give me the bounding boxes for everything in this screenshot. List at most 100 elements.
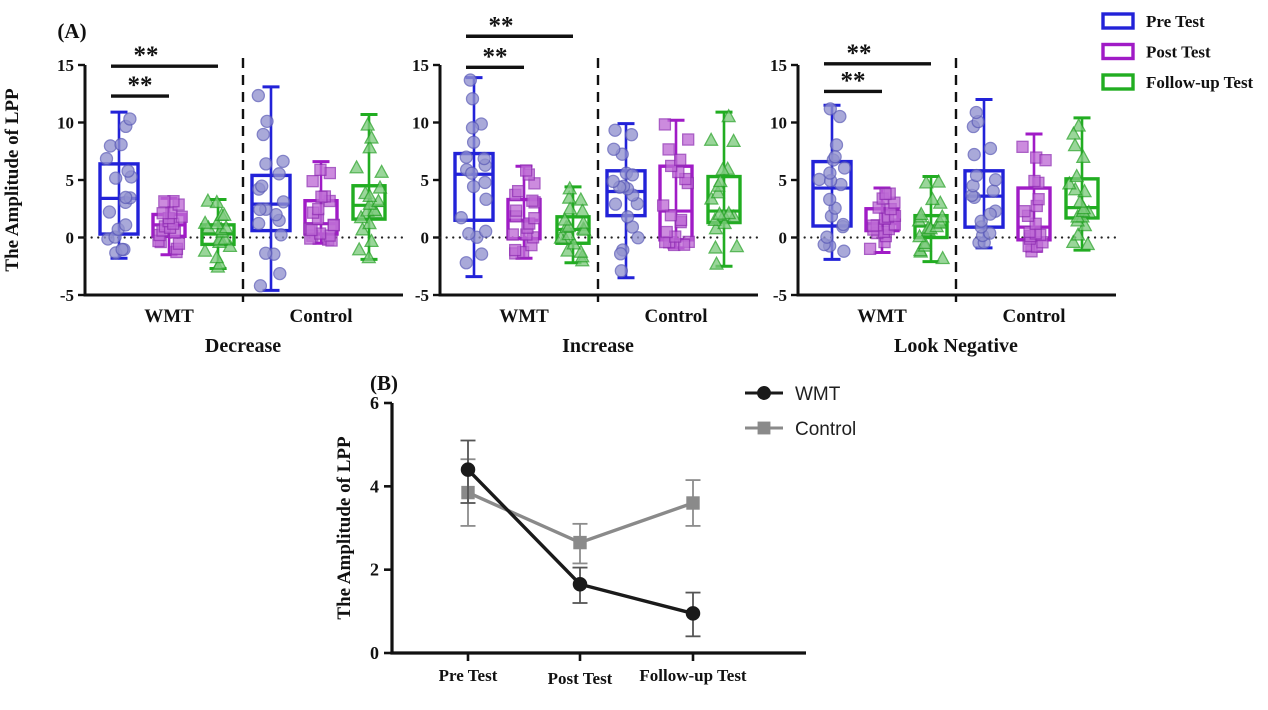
square-point-marker [1028, 174, 1041, 188]
significance-stars: ** [841, 67, 866, 94]
square-point-marker [528, 212, 541, 225]
circle-point-marker [812, 172, 826, 187]
square-point-marker [686, 496, 700, 510]
subplot-look-negative: -5 0 5 10 15 WMT Control Look Negative **** [770, 40, 1118, 357]
circle-point-marker [986, 184, 1000, 198]
group-label-control: Control [1003, 306, 1066, 327]
square-point-marker [1032, 193, 1045, 206]
box-control-pre-test [963, 98, 1005, 250]
square-point-marker [156, 207, 169, 220]
box-wmt-post-test [506, 164, 542, 260]
box-control-follow-up-test [349, 112, 390, 264]
legend-swatch-post-test-icon [1101, 42, 1135, 61]
series-wmt [460, 439, 701, 638]
legend-label: Post Test [1146, 43, 1211, 62]
triangle-point-marker [374, 164, 390, 178]
y-tick-label: 0 [779, 229, 788, 248]
legend-item-pre-test: Pre Test [1101, 12, 1205, 31]
square-point-marker [664, 209, 678, 222]
circle-point-marker [823, 102, 837, 116]
legend-tests: Pre Test Post Test Follow-up Test [1101, 12, 1254, 92]
triangle-point-marker [712, 173, 728, 188]
triangle-point-marker [1065, 234, 1081, 249]
panel-a-y-axis-title: The Amplitude of LPP [2, 88, 23, 272]
triangle-point-marker [363, 129, 379, 144]
circle-point-marker [454, 211, 468, 225]
y-tick-label: 6 [370, 393, 379, 413]
triangle-point-marker [360, 116, 376, 131]
significance-stars: ** [128, 72, 153, 99]
triangle-point-marker [1061, 175, 1077, 190]
legend-swatch-follow-up-test-icon [1101, 73, 1135, 91]
square-point-marker [573, 535, 587, 550]
circle-point-marker [572, 577, 588, 592]
square-point-marker [526, 194, 539, 207]
triangle-point-marker [726, 133, 742, 147]
triangle-point-marker [1071, 117, 1087, 132]
circle-point-marker [466, 135, 481, 149]
x-tick-label: Post Test [548, 669, 613, 688]
triangle-point-marker [209, 194, 225, 209]
triangle-point-marker [562, 200, 578, 215]
circle-point-marker [462, 227, 476, 241]
circle-point-marker [459, 150, 473, 164]
circle-point-marker [685, 606, 701, 621]
triangle-point-marker [1067, 137, 1083, 152]
circle-point-marker [479, 192, 493, 206]
triangle-point-marker [711, 206, 727, 220]
circle-point-marker [969, 168, 984, 183]
y-tick-label: 0 [421, 229, 430, 248]
circle-point-marker [757, 386, 771, 400]
circle-point-marker [608, 197, 623, 211]
box-control-post-test [656, 118, 695, 252]
circle-point-marker [967, 147, 981, 162]
circle-point-marker [256, 127, 270, 142]
triangle-point-marker [216, 207, 232, 221]
circle-point-marker [608, 123, 622, 137]
circle-point-marker [614, 264, 629, 278]
triangle-point-marker [1069, 168, 1085, 183]
y-tick-label: -5 [60, 286, 74, 305]
subplot-title: Look Negative [894, 335, 1018, 357]
circle-point-marker [465, 92, 480, 106]
triangle-point-marker [362, 139, 378, 154]
circle-point-marker [114, 137, 128, 152]
triangle-point-marker [1066, 125, 1082, 140]
y-tick-label: 4 [370, 476, 379, 496]
y-tick-label: -5 [415, 286, 429, 305]
triangle-point-marker [353, 209, 369, 224]
triangle-point-marker [363, 233, 379, 248]
square-point-marker [175, 210, 188, 223]
y-tick-label: 10 [770, 114, 787, 133]
triangle-point-marker [721, 205, 737, 220]
square-point-marker [866, 219, 880, 232]
legend-label: Follow-up Test [1146, 73, 1254, 92]
circle-point-marker [465, 166, 479, 180]
square-point-marker [315, 190, 328, 203]
circle-point-marker [251, 88, 265, 103]
circle-point-marker [974, 214, 988, 228]
triangle-point-marker [200, 192, 216, 207]
panel-b: (B) The Amplitude of LPP 0 2 4 6 Pre Test Post … [334, 371, 856, 688]
subplot-title: Decrease [205, 335, 281, 357]
significance-stars: ** [489, 12, 514, 39]
circle-point-marker [273, 266, 287, 281]
box-control-follow-up-test [703, 108, 745, 270]
circle-point-marker [119, 190, 133, 205]
triangle-point-marker [913, 206, 929, 221]
square-point-marker [757, 421, 771, 435]
circle-point-marker [460, 462, 476, 477]
square-point-marker [509, 204, 523, 217]
legend-item-wmt: WMT [745, 384, 841, 405]
square-point-marker [1039, 154, 1052, 167]
square-point-marker [314, 163, 327, 176]
triangle-point-marker [918, 174, 934, 189]
circle-point-marker [828, 150, 842, 164]
square-point-marker [1016, 140, 1029, 153]
box-wmt-pre-test [453, 73, 495, 279]
panel-a-label: (A) [57, 19, 86, 43]
y-tick-label: 5 [421, 171, 430, 190]
significance-stars: ** [134, 42, 159, 69]
group-label-wmt: WMT [857, 306, 907, 327]
triangle-point-marker [707, 239, 723, 254]
